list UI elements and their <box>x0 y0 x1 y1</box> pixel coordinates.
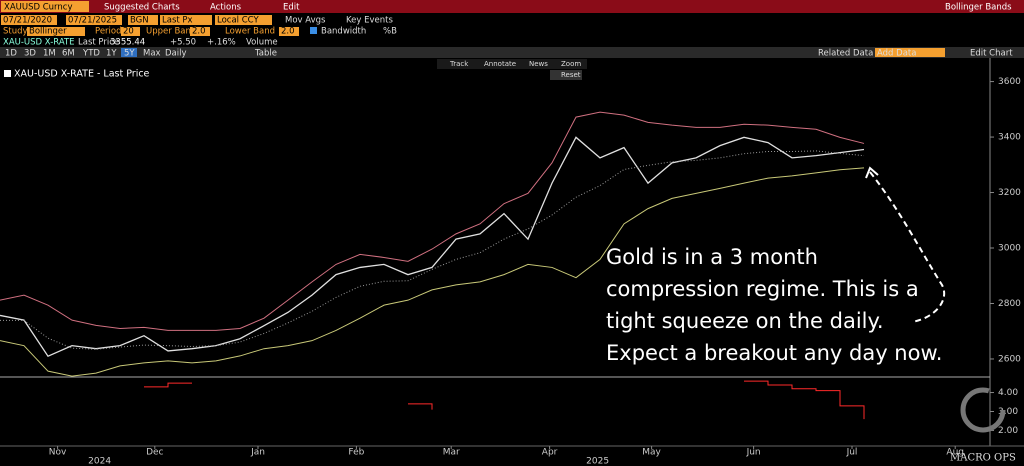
x-tick-label: Mar <box>443 448 460 458</box>
selected-period <box>121 48 137 57</box>
label: Last Price <box>78 38 119 48</box>
related-data[interactable]: Related Data <box>818 49 873 59</box>
period-button[interactable]: 1D <box>5 49 17 59</box>
annotation-arrow <box>869 171 945 323</box>
period-button[interactable]: Max <box>143 49 161 59</box>
input-box[interactable] <box>128 15 158 25</box>
year-label: 2025 <box>586 457 609 466</box>
annotation: Gold is in a 3 month <box>606 245 818 269</box>
last-price: 3355.44 <box>110 38 145 48</box>
arrow-head <box>865 166 879 179</box>
annotation: compression regime. This is a <box>606 277 919 301</box>
x-tick-label: Nov <box>49 448 67 458</box>
title-bar <box>0 0 1024 13</box>
start-date[interactable]: 07/21/2020 <box>3 16 52 26</box>
checkbox[interactable] <box>310 27 317 34</box>
x-tick-label: Feb <box>348 448 364 458</box>
tool-bar <box>437 59 587 69</box>
ticker-box[interactable] <box>1 1 89 12</box>
series-line <box>0 111 865 331</box>
end-date[interactable]: 07/21/2025 <box>68 16 117 26</box>
x-tick-label: Aug <box>946 448 964 458</box>
change: +5.50 <box>170 38 196 48</box>
y-tick-label: 3200 <box>998 188 1021 198</box>
y-tick-label: 4.00 <box>998 388 1018 398</box>
tool[interactable]: Annotate <box>484 60 516 68</box>
input-box[interactable] <box>160 15 212 25</box>
series-line <box>0 167 865 377</box>
ticker[interactable]: XAUUSD Curncy <box>4 3 72 13</box>
input-box[interactable] <box>1 15 57 25</box>
y-tick-label: 2600 <box>998 354 1021 364</box>
change-pct: +.16% <box>207 38 236 48</box>
table-button[interactable]: Table <box>254 49 277 59</box>
series-line <box>144 380 865 420</box>
y-tick-label: 2800 <box>998 299 1021 309</box>
annotation: Expect a breakout any day now. <box>606 341 942 365</box>
period-button[interactable]: 6M <box>62 49 75 59</box>
input-box[interactable] <box>27 27 85 36</box>
tool[interactable]: Track <box>449 60 469 68</box>
study-title[interactable]: Bollinger Bands <box>945 3 1012 13</box>
label: Study <box>3 27 28 37</box>
x-tick-label: Dec <box>146 448 163 458</box>
period-button[interactable]: 5Y <box>124 49 135 59</box>
tool[interactable]: Zoom <box>561 60 581 68</box>
y-tick-label: 3600 <box>998 77 1021 87</box>
x-tick-label: Jul <box>846 448 858 458</box>
label: Volume <box>246 38 278 48</box>
logo <box>960 387 1006 433</box>
reset-button[interactable] <box>550 70 582 80</box>
y-tick-label: 3.00 <box>998 407 1018 417</box>
lower-band[interactable]: 2.0 <box>281 27 295 37</box>
period-button[interactable]: 3D <box>24 49 36 59</box>
x-tick-label: Jun <box>746 448 761 458</box>
period-button[interactable]: YTD <box>82 49 100 59</box>
legend-swatch <box>4 70 11 77</box>
tool[interactable]: News <box>529 60 548 68</box>
reset[interactable]: Reset <box>561 71 581 79</box>
study[interactable]: Bollinger <box>29 27 67 37</box>
security: XAU-USD X-RATE <box>3 38 75 48</box>
option[interactable]: Mov Avgs <box>285 16 326 26</box>
input-box[interactable] <box>121 27 140 36</box>
label: Upper Band <box>146 27 196 37</box>
source[interactable]: BGN <box>130 16 149 26</box>
period-button[interactable]: 1M <box>43 49 56 59</box>
y-tick-label: 2.00 <box>998 426 1018 436</box>
field[interactable]: Last Px <box>162 16 193 26</box>
menu-item[interactable]: Suggested Charts <box>104 3 180 13</box>
period[interactable]: 20 <box>123 27 134 37</box>
legend-entry: XAU-USD X-RATE - Last Price <box>14 69 150 80</box>
input-box[interactable] <box>279 27 299 36</box>
period-button[interactable]: 1Y <box>106 49 117 59</box>
menu-item[interactable]: Edit <box>283 3 300 13</box>
input-box[interactable] <box>190 27 210 36</box>
toolbar <box>0 47 1024 58</box>
label: Lower Band <box>225 27 275 37</box>
currency[interactable]: Local CCY <box>217 16 259 26</box>
upper-band[interactable]: 2.0 <box>192 27 206 37</box>
option[interactable]: Key Events <box>346 16 393 26</box>
x-tick-label: Jan <box>250 448 265 458</box>
input-box[interactable] <box>875 48 945 57</box>
add-data[interactable]: Add Data <box>877 49 916 59</box>
y-tick-label: 3400 <box>998 133 1021 143</box>
option[interactable]: Bandwidth <box>321 27 366 37</box>
menu-item[interactable]: Actions <box>210 3 242 13</box>
x-tick-label: May <box>642 448 661 458</box>
option[interactable]: %B <box>383 27 397 37</box>
annotation: tight squeeze on the daily. <box>606 309 884 333</box>
label: Period <box>95 27 122 37</box>
input-box[interactable] <box>215 15 272 25</box>
input-box[interactable] <box>66 15 122 25</box>
year-label: 2024 <box>88 457 111 466</box>
y-tick-label: 3000 <box>998 244 1021 254</box>
watermark: MACRO OPS <box>950 453 1016 464</box>
period-button[interactable]: Daily <box>165 49 187 59</box>
series-line <box>0 136 865 358</box>
x-tick-label: Apr <box>542 448 558 458</box>
edit-chart[interactable]: Edit Chart <box>970 49 1013 59</box>
